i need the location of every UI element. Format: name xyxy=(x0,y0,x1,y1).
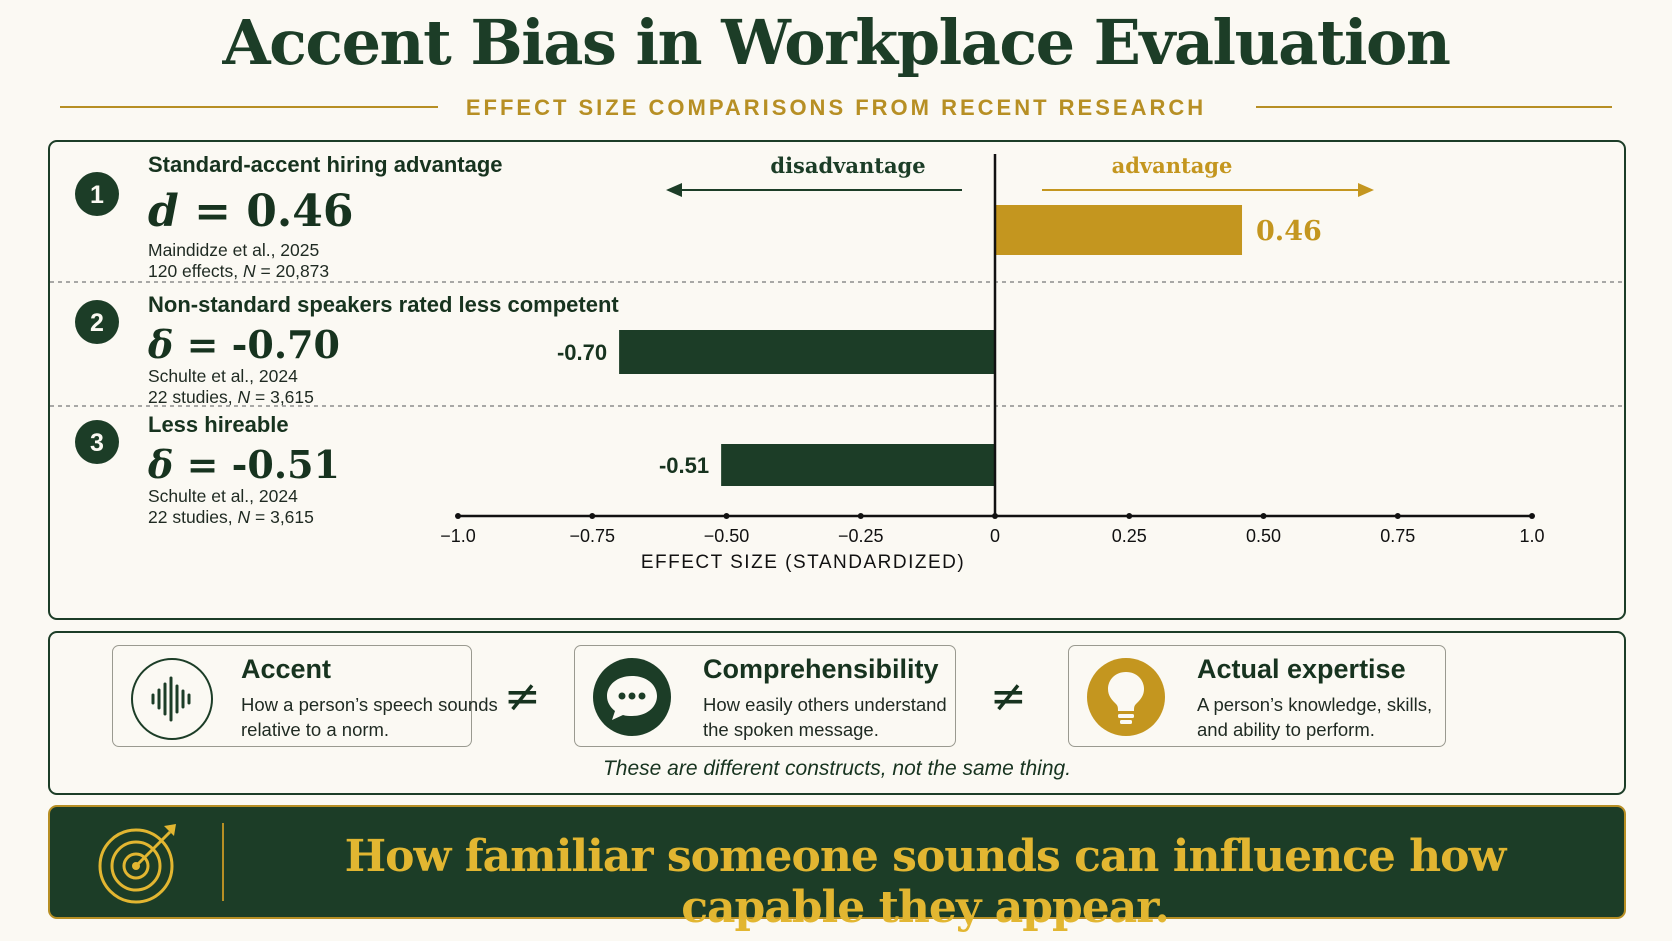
target-icon xyxy=(94,818,184,913)
row-title: Standard-accent hiring advantage xyxy=(148,152,503,177)
banner-text: How familiar someone sounds can influenc… xyxy=(344,831,1507,933)
x-tick-mark xyxy=(589,513,596,519)
row-sample: 120 effects, N = 20,873 xyxy=(148,261,329,281)
construct-description: A person’s knowledge, skills, and abilit… xyxy=(1197,694,1433,740)
row-sample: 22 studies, N = 3,615 xyxy=(148,387,314,407)
direction-label-advantage: advantage xyxy=(1112,153,1233,178)
row-source: Maindidze et al., 2025 xyxy=(148,240,319,260)
soundwave-icon xyxy=(131,658,213,740)
row-source: Schulte et al., 2024 xyxy=(148,486,298,506)
x-tick-mark xyxy=(455,513,461,519)
construct-description: How easily others understand the spoken … xyxy=(703,694,947,740)
effect-size-chart-panel: disadvantage advantage 1 Standard-accent hi… xyxy=(48,140,1626,620)
row-number-badge xyxy=(75,420,119,464)
bar-value-label: 0.46 xyxy=(1256,216,1322,247)
row-number: 1 xyxy=(90,181,104,209)
bar-3 xyxy=(721,444,995,486)
constructs-panel: Accent How a person’s speech sounds rela… xyxy=(48,631,1626,795)
advantage-arrowhead xyxy=(1358,183,1374,197)
construct-title: Accent xyxy=(241,654,332,684)
bar-2 xyxy=(619,330,995,374)
row-number: 3 xyxy=(90,429,104,457)
bar-value-label: -0.51 xyxy=(659,453,709,478)
x-tick-mark xyxy=(723,513,730,519)
direction-label-disadvantage: disadvantage xyxy=(770,153,925,178)
x-axis-label: EFFECT SIZE (STANDARDIZED) xyxy=(641,552,965,573)
not-equal-sign: ≠ xyxy=(504,671,541,722)
bar-1 xyxy=(995,205,1243,255)
sample-count: 22 studies, xyxy=(148,387,238,407)
statistic-value: = -0.51 xyxy=(173,442,340,487)
statistic-value: = -0.70 xyxy=(173,322,340,367)
construct-card-accent: Accent How a person’s speech sounds rela… xyxy=(112,645,498,747)
effect-size-statistic: d = 0.46 xyxy=(148,186,353,237)
left-rule xyxy=(60,106,438,108)
effect-size-statistic: δ = -0.51 xyxy=(147,442,340,487)
x-tick-label: 0 xyxy=(990,526,1000,546)
x-tick-mark xyxy=(1126,513,1133,519)
x-tick-mark xyxy=(1529,513,1535,519)
construct-description: How a person’s speech sounds relative to… xyxy=(241,694,498,740)
construct-title: Comprehensibility xyxy=(703,654,939,684)
lightbulb-icon xyxy=(1087,658,1165,736)
row-sample: 22 studies, N = 3,615 xyxy=(148,507,314,527)
x-tick-mark xyxy=(1260,513,1267,519)
x-tick-mark xyxy=(857,513,864,519)
construct-card-comprehensibility: Comprehensibility How easily others unde… xyxy=(574,645,956,747)
effect-size-chart: disadvantage advantage 1 Standard-accent hi… xyxy=(50,152,1624,573)
x-tick-label: −0.50 xyxy=(704,526,750,546)
disadvantage-arrowhead xyxy=(666,183,682,197)
banner-divider xyxy=(222,823,224,901)
bar-value-label: -0.70 xyxy=(557,340,607,365)
row-source: Schulte et al., 2024 xyxy=(148,366,298,386)
x-tick-label: −0.25 xyxy=(838,526,884,546)
row-title: Non-standard speakers rated less compete… xyxy=(148,292,619,317)
sample-size: = 3,615 xyxy=(250,507,314,527)
construct-card-expertise: Actual expertise A person’s knowledge, s… xyxy=(1068,645,1446,747)
takeaway-banner: How familiar someone sounds can influenc… xyxy=(48,805,1626,933)
statistic-symbol: d xyxy=(148,186,179,237)
right-rule xyxy=(1256,106,1612,108)
statistic-symbol: δ xyxy=(147,322,173,367)
sample-n-symbol: N xyxy=(238,507,251,527)
not-equal-sign: ≠ xyxy=(990,671,1027,722)
subtitle: EFFECT SIZE COMPARISONS FROM RECENT RESE… xyxy=(465,95,1207,120)
speech-bubble-icon xyxy=(593,658,671,736)
x-tick-mark xyxy=(1394,513,1401,519)
row-number-badge xyxy=(75,172,119,216)
subtitle-row: EFFECT SIZE COMPARISONS FROM RECENT RESE… xyxy=(60,93,1612,123)
x-tick-label: 0.25 xyxy=(1112,526,1147,546)
x-tick-label: −0.75 xyxy=(569,526,615,546)
construct-title: Actual expertise xyxy=(1197,654,1406,684)
constructs-note: These are different constructs, not the … xyxy=(602,757,1072,780)
sample-size: = 3,615 xyxy=(250,387,314,407)
page-title: Accent Bias in Workplace Evaluation xyxy=(222,6,1451,79)
effect-size-statistic: δ = -0.70 xyxy=(147,322,340,367)
x-tick-mark xyxy=(992,513,998,519)
row-number: 2 xyxy=(90,309,104,337)
sample-n-symbol: N xyxy=(238,387,251,407)
x-tick-label: 0.50 xyxy=(1246,526,1281,546)
row-number-badge xyxy=(75,300,119,344)
statistic-symbol: δ xyxy=(147,442,173,487)
x-tick-label: 1.0 xyxy=(1519,526,1544,546)
statistic-value: = 0.46 xyxy=(179,186,354,237)
x-tick-label: −1.0 xyxy=(440,526,476,546)
x-tick-label: 0.75 xyxy=(1380,526,1415,546)
sample-count: 120 effects, xyxy=(148,261,243,281)
sample-count: 22 studies, xyxy=(148,507,238,527)
sample-size: = 20,873 xyxy=(256,261,329,281)
sample-n-symbol: N xyxy=(243,261,256,281)
row-title: Less hireable xyxy=(148,412,289,437)
